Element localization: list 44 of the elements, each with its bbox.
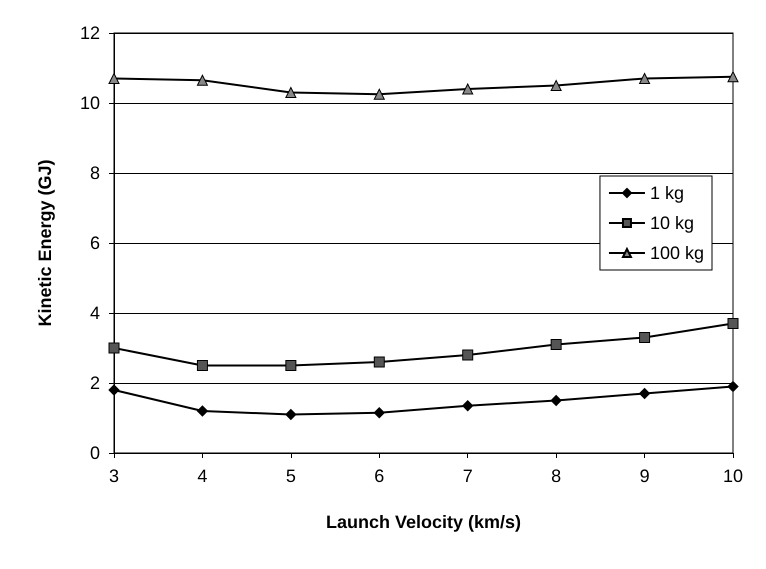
point [108, 73, 120, 84]
point [285, 360, 296, 371]
x-tick-label: 9 [640, 466, 650, 486]
point [550, 395, 562, 406]
point [108, 342, 120, 354]
y-tick-label: 2 [90, 373, 100, 393]
point [462, 84, 474, 94]
y-tick-label: 6 [90, 233, 100, 253]
point [550, 80, 562, 91]
y-tick-label: 8 [90, 163, 100, 183]
point [108, 384, 120, 396]
legend-label: 10 kg [650, 213, 694, 233]
point [728, 318, 738, 329]
point [639, 332, 650, 343]
y-tick-label: 4 [90, 303, 100, 323]
x-tick-label: 6 [374, 466, 384, 486]
point [196, 74, 208, 86]
point [462, 350, 474, 360]
legend-label: 100 kg [650, 243, 704, 263]
y-axis-title: Kinetic Energy (GJ) [35, 159, 55, 327]
point [285, 409, 296, 420]
point [639, 73, 650, 84]
x-tick-label: 4 [197, 466, 208, 486]
x-tick-label: 10 [722, 466, 744, 486]
x-tick-label: 8 [551, 466, 562, 486]
point [374, 356, 385, 368]
point [285, 87, 296, 98]
x-axis-title: Launch Velocity (km/s) [326, 512, 522, 532]
point [374, 88, 385, 100]
legend-label: 1 kg [650, 183, 684, 203]
point [196, 360, 208, 371]
point [550, 339, 562, 350]
point [462, 400, 474, 412]
y-tick-label: 0 [90, 443, 100, 463]
y-tick-label: 12 [80, 23, 100, 43]
point [374, 407, 385, 418]
y-tick-label: 10 [80, 93, 100, 113]
point [728, 381, 738, 392]
point [639, 388, 650, 399]
x-tick-label: 3 [108, 466, 120, 486]
x-tick-label: 5 [286, 466, 296, 486]
point [728, 71, 738, 82]
x-tick-label: 7 [462, 466, 473, 486]
point [196, 406, 208, 416]
